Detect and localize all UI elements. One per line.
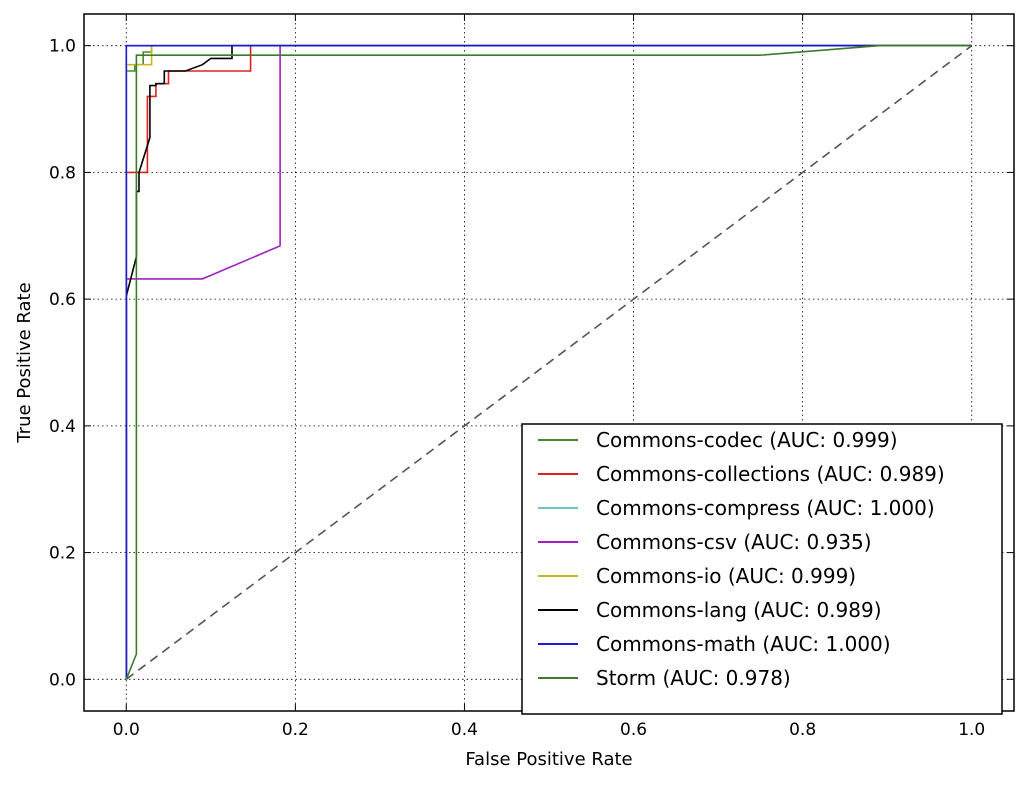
- y-tick-label: 0.2: [49, 544, 76, 564]
- x-axis-label: False Positive Rate: [465, 749, 632, 770]
- x-tick-label: 1.0: [958, 720, 985, 740]
- x-tick-label: 0.2: [282, 720, 309, 740]
- y-axis-label: True Positive Rate: [14, 282, 35, 443]
- legend-entry: Commons-math (AUC: 1.000): [596, 632, 891, 656]
- y-tick-label: 0.8: [49, 163, 76, 183]
- y-tick-label: 0.0: [49, 670, 76, 690]
- legend-entry: Commons-io (AUC: 0.999): [596, 564, 856, 588]
- legend-box: [521, 423, 1003, 715]
- legend-entry: Commons-collections (AUC: 0.989): [596, 462, 945, 486]
- legend-entry: Commons-csv (AUC: 0.935): [596, 530, 872, 554]
- chance-line: [125, 45, 973, 680]
- x-tick-label: 0.6: [620, 720, 647, 740]
- legend-entry: Storm (AUC: 0.978): [596, 666, 791, 690]
- legend-entry: Commons-compress (AUC: 1.000): [596, 496, 935, 520]
- x-tick-label: 0.0: [113, 720, 140, 740]
- axis-ticks: 0.0 0.2 0.4 0.6 0.8 1.0 0.0 0.2 0.4 0.6 0.8 1.0: [49, 14, 1014, 740]
- y-tick-label: 0.4: [49, 417, 76, 437]
- x-tick-label: 0.8: [789, 720, 816, 740]
- legend-entry: Commons-lang (AUC: 0.989): [596, 598, 882, 622]
- series-line-8: [125, 44, 972, 680]
- y-tick-label: 1.0: [49, 37, 76, 57]
- y-tick-label: 0.6: [49, 290, 76, 310]
- series-layer: [125, 44, 972, 680]
- legend: Commons-codec (AUC: 0.999) Commons-collec…: [521, 423, 1003, 715]
- legend-entry: Commons-codec (AUC: 0.999): [596, 428, 898, 452]
- x-tick-label: 0.4: [451, 720, 478, 740]
- series-line-7: [125, 44, 972, 680]
